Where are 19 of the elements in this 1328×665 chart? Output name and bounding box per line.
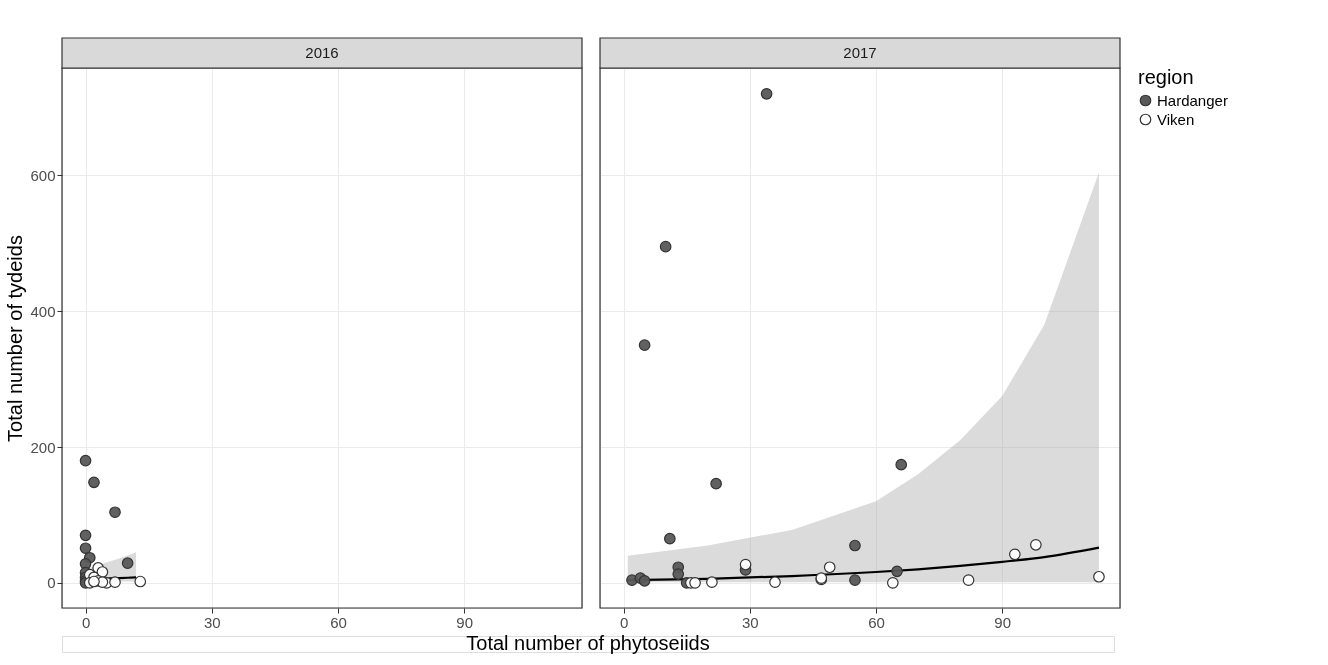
y-tick-label: 0 — [47, 574, 56, 592]
x-tick-label: 0 — [619, 613, 629, 631]
x-tick-label: 60 — [330, 613, 347, 631]
y-tick-label: 200 — [30, 438, 56, 456]
chart-title: 2017 — [843, 44, 877, 61]
y-tick-label: 400 — [30, 302, 56, 320]
legend-label: Hardanger — [1157, 91, 1228, 109]
legend-label: Viken — [1157, 110, 1195, 128]
x-tick-label: 30 — [741, 613, 759, 631]
legend-title: region — [1138, 66, 1194, 88]
x-axis-title: Total number of phytoseiids — [466, 632, 710, 654]
x-tick-label: 60 — [868, 613, 885, 631]
x-tick-label: 0 — [81, 613, 91, 631]
x-tick-label: 30 — [203, 613, 221, 631]
y-axis-title: Total number of tydeids — [4, 235, 27, 442]
y-tick-label: 600 — [30, 166, 56, 184]
x-tick-label: 90 — [994, 613, 1012, 631]
chart-title: 2016 — [305, 44, 339, 61]
x-tick-label: 90 — [456, 613, 474, 631]
